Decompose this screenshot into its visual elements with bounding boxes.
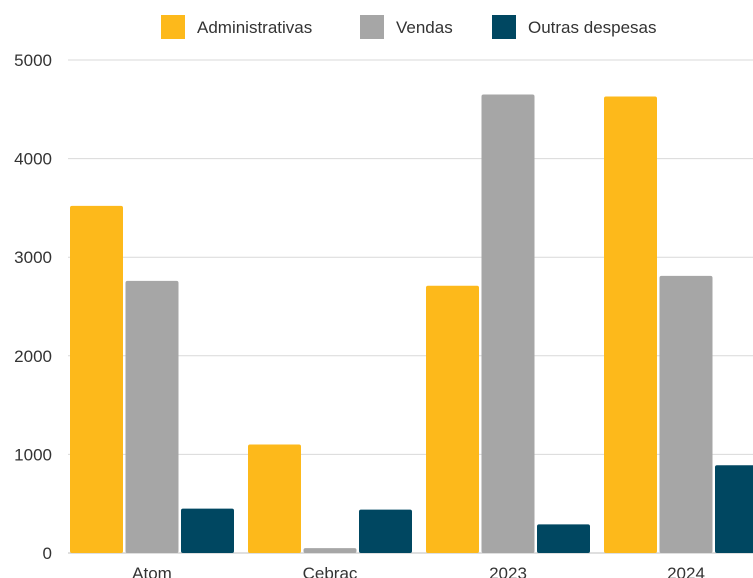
bar xyxy=(181,508,234,553)
bar xyxy=(426,285,479,553)
legend: Administrativas Vendas Outras despesas xyxy=(161,15,657,39)
legend-swatch xyxy=(360,15,384,39)
bar xyxy=(659,275,713,553)
y-tick-label: 3000 xyxy=(14,248,52,267)
legend-swatch xyxy=(161,15,185,39)
y-tick-label: 2000 xyxy=(14,347,52,366)
x-tick-label: Atom xyxy=(132,564,172,578)
bar xyxy=(604,96,657,554)
y-tick-label: 5000 xyxy=(14,51,52,70)
y-tick-label: 0 xyxy=(43,544,52,563)
bar xyxy=(303,548,357,553)
y-axis-ticks: 0 1000 2000 3000 4000 5000 xyxy=(14,51,52,563)
bar xyxy=(70,205,123,554)
x-axis-ticks: Atom Cebrac 2023 2024 xyxy=(132,564,705,578)
legend-label: Administrativas xyxy=(197,18,312,37)
y-tick-label: 4000 xyxy=(14,150,52,169)
bar xyxy=(715,465,753,553)
x-tick-label: 2024 xyxy=(667,564,705,578)
x-tick-label: 2023 xyxy=(489,564,527,578)
bar xyxy=(359,509,412,553)
bar xyxy=(125,280,179,553)
legend-swatch xyxy=(492,15,516,39)
bar xyxy=(537,524,590,553)
x-tick-label: Cebrac xyxy=(303,564,358,578)
bars xyxy=(70,94,753,554)
legend-label: Vendas xyxy=(396,18,453,37)
bar xyxy=(248,444,301,553)
bar xyxy=(481,94,535,553)
legend-label: Outras despesas xyxy=(528,18,657,37)
y-tick-label: 1000 xyxy=(14,445,52,464)
